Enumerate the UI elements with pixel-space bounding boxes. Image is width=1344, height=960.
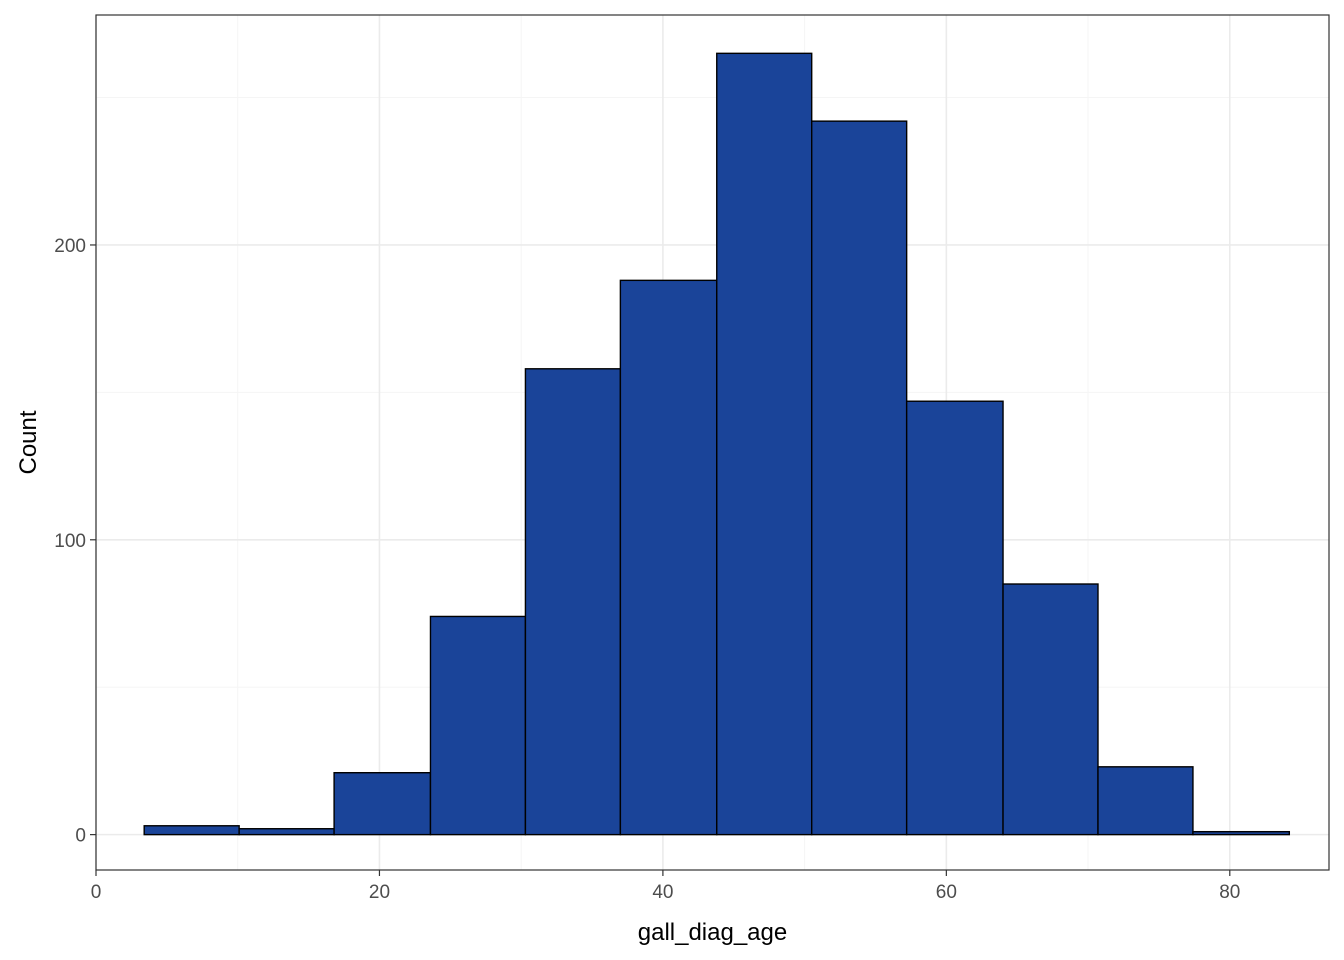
axis-ticks: 0 20 40 60 80 0 100 200	[54, 236, 1240, 903]
histogram-bar	[811, 120, 908, 836]
y-tick-label: 100	[54, 531, 86, 552]
histogram-bar	[333, 772, 432, 836]
histogram-bar	[619, 279, 718, 836]
x-tick-label: 80	[1219, 882, 1240, 903]
y-tick-label: 0	[75, 826, 86, 847]
x-tick-label: 60	[936, 882, 957, 903]
x-tick-label: 40	[652, 882, 673, 903]
x-tick-label: 20	[369, 882, 390, 903]
y-tick-label: 200	[54, 236, 86, 257]
histogram-bar	[716, 52, 813, 836]
histogram-bar	[1097, 766, 1194, 836]
panel-border	[95, 14, 1330, 871]
x-tick-label: 0	[91, 882, 102, 903]
x-axis-title: gall_diag_age	[638, 919, 787, 946]
histogram-bar	[143, 825, 240, 836]
histogram-bar	[429, 615, 527, 836]
histogram-bar	[1192, 830, 1291, 836]
y-axis-title: Count	[15, 410, 42, 474]
histogram-bar	[1002, 583, 1099, 836]
histogram-bars	[143, 52, 1291, 836]
histogram-bar	[238, 828, 335, 836]
histogram-bar	[905, 400, 1004, 836]
histogram-bar	[524, 368, 622, 836]
